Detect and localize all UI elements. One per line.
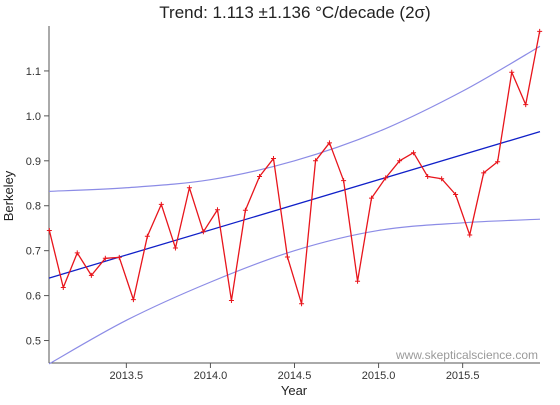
data-point [270, 156, 276, 162]
data-point [172, 245, 178, 251]
data-point [74, 250, 80, 256]
confidence-upper-line [48, 45, 541, 192]
y-tick-label: 0.6 [26, 291, 41, 303]
data-series-line [48, 31, 541, 305]
y-tick-label: 0.8 [26, 201, 41, 213]
data-point [228, 298, 234, 304]
x-tick-label: 2015.0 [362, 370, 396, 382]
data-point [299, 301, 305, 307]
y-tick-label: 0.7 [26, 246, 41, 258]
data-point [144, 233, 150, 239]
y-axis-title: Berkeley [1, 170, 16, 221]
y-tick-label: 1.0 [26, 111, 41, 123]
data-point [355, 278, 361, 284]
data-point [383, 175, 389, 181]
data-point [60, 285, 66, 291]
data-point [481, 170, 487, 176]
confidence-lower-line [48, 218, 541, 365]
data-point [88, 272, 94, 278]
x-axis-ticks: 2013.5 2014.0 2014.5 2015.0 2015.5 [110, 363, 480, 382]
data-point [214, 207, 220, 213]
data-point [411, 150, 417, 156]
data-point [341, 178, 347, 184]
y-tick-label: 1.1 [26, 66, 41, 78]
data-point [397, 158, 403, 164]
data-point [369, 195, 375, 201]
data-point [242, 207, 248, 213]
data-point [200, 229, 206, 235]
x-tick-label: 2014.0 [194, 370, 228, 382]
data-point [158, 201, 164, 207]
x-tick-label: 2015.5 [446, 370, 480, 382]
data-point [284, 254, 290, 260]
chart-title: Trend: 1.113 ±1.136 °C/decade (2σ) [159, 3, 430, 22]
data-point [46, 227, 52, 233]
data-point [130, 297, 136, 303]
plot-series [46, 28, 543, 365]
data-point [102, 255, 108, 261]
axes [48, 26, 540, 364]
x-tick-label: 2014.5 [278, 370, 312, 382]
y-axis-ticks: 0.5 0.6 0.7 0.8 0.9 1.0 1.1 [26, 66, 49, 348]
data-point [257, 174, 263, 180]
x-axis-title: Year [281, 383, 308, 398]
x-tick-label: 2013.5 [110, 370, 144, 382]
data-point [467, 232, 473, 238]
data-point [425, 174, 431, 180]
data-point [313, 158, 319, 164]
data-point [509, 69, 515, 75]
y-tick-label: 0.5 [26, 336, 41, 348]
data-point [453, 192, 459, 197]
data-point [537, 28, 543, 34]
data-point [326, 140, 332, 146]
data-point [186, 185, 192, 191]
data-point [116, 254, 122, 260]
trend-line [48, 130, 541, 279]
y-tick-label: 0.9 [26, 156, 41, 168]
watermark-text: www.skepticalscience.com [395, 348, 538, 362]
data-point [523, 102, 529, 108]
data-point [439, 176, 445, 182]
data-point [495, 159, 501, 165]
